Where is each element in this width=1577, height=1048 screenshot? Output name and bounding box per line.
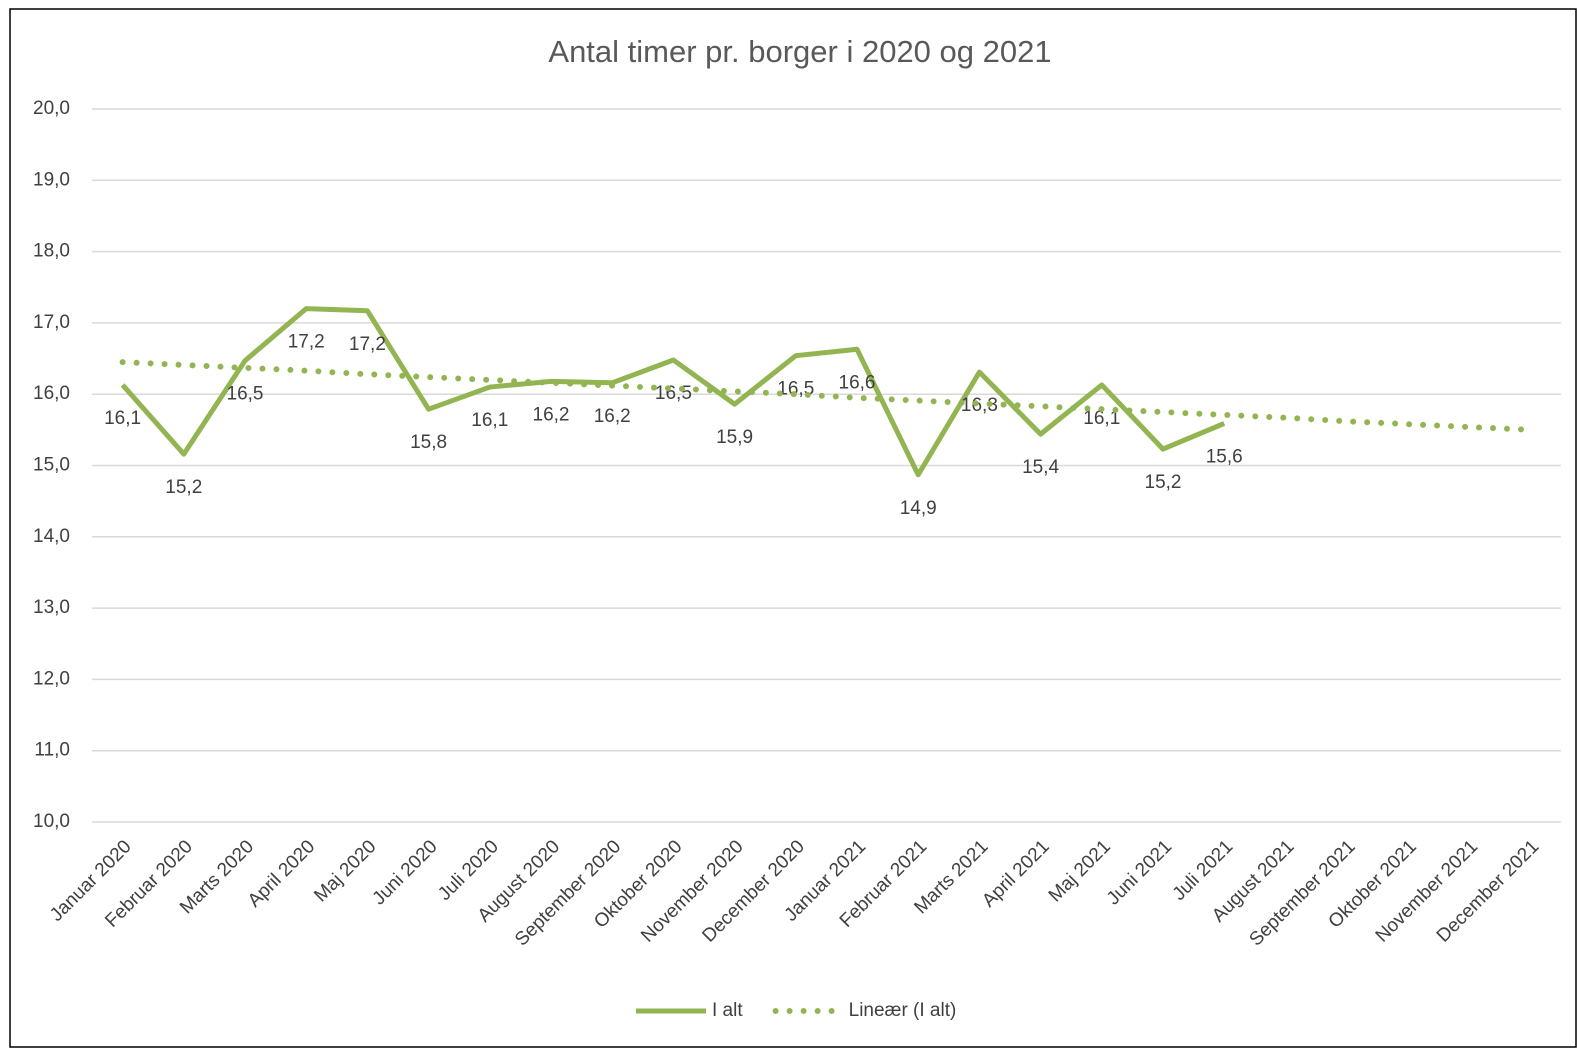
data-label: 17,2: [288, 332, 325, 353]
data-label: 16,5: [227, 384, 264, 405]
y-tick-label: 13,0: [33, 597, 70, 618]
y-tick-label: 14,0: [33, 526, 70, 547]
y-tick-label: 15,0: [33, 455, 70, 476]
series-line: [120, 306, 1226, 478]
y-tick-label: 16,0: [33, 383, 70, 404]
y-tick-label: 11,0: [34, 740, 70, 761]
data-label: 16,2: [533, 404, 570, 425]
data-label: 16,1: [471, 410, 508, 431]
data-label: 16,5: [655, 383, 692, 404]
data-label: 16,2: [594, 406, 631, 427]
legend-label: Lineær (I alt): [849, 1000, 957, 1021]
y-tick-label: 19,0: [33, 169, 70, 190]
y-tick-label: 10,0: [33, 811, 70, 832]
y-tick-label: 17,0: [33, 312, 70, 333]
data-label: 16,1: [104, 408, 141, 429]
chart-title: Antal timer pr. borger i 2020 og 2021: [548, 34, 1051, 69]
data-label: 14,9: [900, 498, 937, 519]
data-label: 15,2: [165, 477, 202, 498]
data-label: 16,3: [961, 395, 998, 416]
data-label: 16,1: [1083, 408, 1120, 429]
data-label: 15,4: [1022, 457, 1059, 478]
data-label: 17,2: [349, 334, 386, 355]
data-label: 15,8: [410, 432, 447, 453]
data-label: 15,9: [716, 427, 753, 448]
chart-border: [9, 8, 1577, 1048]
trend-line: [119, 359, 1534, 433]
legend-label: I alt: [712, 1000, 743, 1021]
data-label: 15,6: [1206, 446, 1243, 467]
data-label: 16,6: [839, 372, 876, 393]
data-label: 15,2: [1145, 472, 1182, 493]
y-tick-label: 18,0: [33, 241, 70, 262]
y-tick-label: 20,0: [33, 98, 70, 119]
y-tick-label: 12,0: [33, 668, 70, 689]
